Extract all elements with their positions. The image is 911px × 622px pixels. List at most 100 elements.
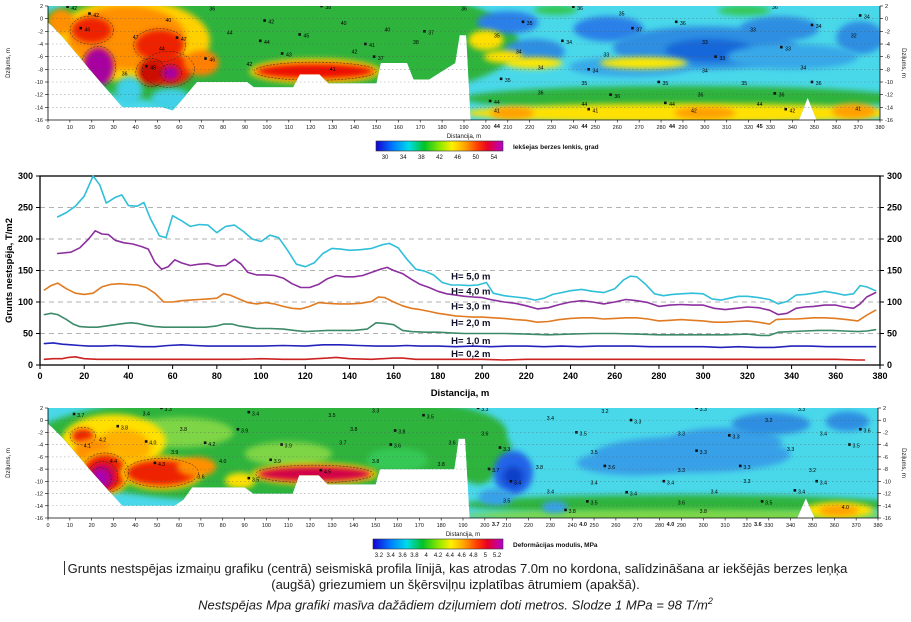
svg-text:3.8: 3.8 (410, 553, 419, 559)
svg-text:250: 250 (887, 203, 902, 213)
svg-text:310: 310 (722, 125, 731, 131)
svg-text:3.3: 3.3 (165, 407, 172, 413)
svg-text:-12: -12 (35, 93, 43, 99)
svg-text:3.5: 3.5 (427, 414, 434, 420)
svg-text:3.7: 3.7 (339, 441, 346, 447)
svg-text:33: 33 (719, 56, 725, 62)
svg-text:36: 36 (122, 72, 128, 78)
svg-text:20: 20 (89, 125, 95, 131)
svg-text:5.2: 5.2 (493, 553, 502, 559)
figure-caption: Grunts nestspējas izmaiņu grafiku (centr… (0, 561, 911, 613)
svg-text:160: 160 (386, 371, 401, 381)
svg-text:260: 260 (613, 125, 622, 131)
svg-text:3.5: 3.5 (765, 501, 772, 507)
svg-text:20: 20 (89, 523, 95, 529)
svg-text:-2: -2 (38, 430, 43, 436)
svg-text:3.9: 3.9 (241, 428, 248, 434)
svg-text:-16: -16 (885, 118, 893, 124)
svg-text:4.0: 4.0 (579, 522, 587, 528)
svg-text:3.6: 3.6 (448, 441, 455, 447)
caption-cursor-bar (63, 561, 65, 575)
svg-text:50: 50 (23, 329, 33, 339)
svg-text:50: 50 (472, 155, 479, 161)
svg-text:270: 270 (635, 125, 644, 131)
svg-text:210: 210 (503, 125, 512, 131)
svg-text:33: 33 (603, 53, 609, 59)
svg-text:4.8: 4.8 (469, 553, 478, 559)
svg-text:46: 46 (85, 27, 91, 33)
svg-text:200: 200 (480, 523, 489, 529)
svg-text:250: 250 (18, 203, 33, 213)
svg-text:80: 80 (220, 125, 226, 131)
svg-text:4.5: 4.5 (324, 469, 331, 475)
svg-text:3.3: 3.3 (634, 419, 641, 425)
svg-text:34: 34 (864, 15, 870, 21)
svg-text:150: 150 (372, 125, 381, 131)
svg-text:260: 260 (607, 371, 622, 381)
svg-text:180: 180 (438, 125, 447, 131)
svg-text:36: 36 (816, 81, 822, 87)
svg-text:34: 34 (800, 65, 806, 71)
svg-text:Deformācijas modulis, MPa: Deformācijas modulis, MPa (513, 542, 598, 549)
svg-text:300: 300 (699, 523, 708, 529)
svg-text:150: 150 (18, 266, 33, 276)
svg-text:330: 330 (766, 125, 775, 131)
svg-text:41: 41 (592, 108, 598, 114)
svg-text:Distancija, m: Distancija, m (446, 532, 480, 538)
svg-text:3.7: 3.7 (492, 468, 499, 474)
svg-text:180: 180 (437, 523, 446, 529)
svg-text:3.8: 3.8 (438, 462, 445, 468)
svg-text:3.9: 3.9 (285, 444, 292, 450)
svg-text:120: 120 (306, 125, 315, 131)
svg-text:3.5: 3.5 (328, 413, 335, 419)
svg-text:3.4: 3.4 (590, 480, 597, 486)
svg-text:0: 0 (28, 360, 33, 370)
svg-text:200: 200 (481, 125, 490, 131)
caption-line-3-sup: 2 (707, 596, 713, 606)
svg-text:-14: -14 (883, 504, 891, 510)
svg-text:190: 190 (458, 523, 467, 529)
svg-text:0: 0 (887, 360, 892, 370)
svg-text:-16: -16 (883, 516, 891, 522)
svg-text:3.4: 3.4 (547, 490, 554, 496)
svg-text:2: 2 (40, 406, 43, 412)
svg-text:3.5: 3.5 (503, 499, 510, 505)
svg-text:250: 250 (589, 523, 598, 529)
svg-text:4.0: 4.0 (667, 522, 675, 528)
svg-text:3.6: 3.6 (197, 474, 204, 480)
svg-text:0: 0 (46, 125, 49, 131)
svg-text:0: 0 (885, 17, 888, 23)
svg-text:360: 360 (828, 371, 843, 381)
svg-text:-16: -16 (35, 118, 43, 124)
svg-text:40: 40 (123, 371, 133, 381)
svg-text:290: 290 (678, 125, 687, 131)
svg-text:3.6: 3.6 (608, 465, 615, 471)
svg-text:250: 250 (591, 125, 600, 131)
svg-text:45: 45 (303, 34, 309, 40)
svg-text:4.2: 4.2 (99, 438, 106, 444)
svg-text:3.5: 3.5 (590, 450, 597, 456)
svg-text:150: 150 (371, 523, 380, 529)
svg-text:3.8: 3.8 (398, 430, 405, 436)
svg-text:270: 270 (633, 523, 642, 529)
svg-text:Distancija, m: Distancija, m (431, 388, 490, 399)
svg-text:-10: -10 (885, 80, 893, 86)
svg-text:4.0: 4.0 (842, 505, 849, 511)
svg-text:42: 42 (247, 62, 253, 68)
svg-text:35: 35 (582, 81, 588, 87)
caption-line-3-text: Nestspējas Mpa grafiki masīva dažādiem d… (198, 597, 708, 613)
svg-text:3.6: 3.6 (754, 522, 762, 528)
svg-text:3.4: 3.4 (711, 490, 718, 496)
svg-text:370: 370 (854, 125, 863, 131)
svg-text:110: 110 (284, 523, 293, 529)
svg-text:340: 340 (788, 125, 797, 131)
svg-text:41: 41 (330, 67, 336, 73)
svg-text:30: 30 (382, 155, 389, 161)
svg-text:-4: -4 (885, 42, 890, 48)
svg-text:3.8: 3.8 (536, 465, 543, 471)
svg-text:3.4: 3.4 (798, 490, 805, 496)
svg-text:-10: -10 (35, 479, 43, 485)
svg-text:4.0: 4.0 (149, 441, 156, 447)
svg-text:-2: -2 (885, 29, 890, 35)
